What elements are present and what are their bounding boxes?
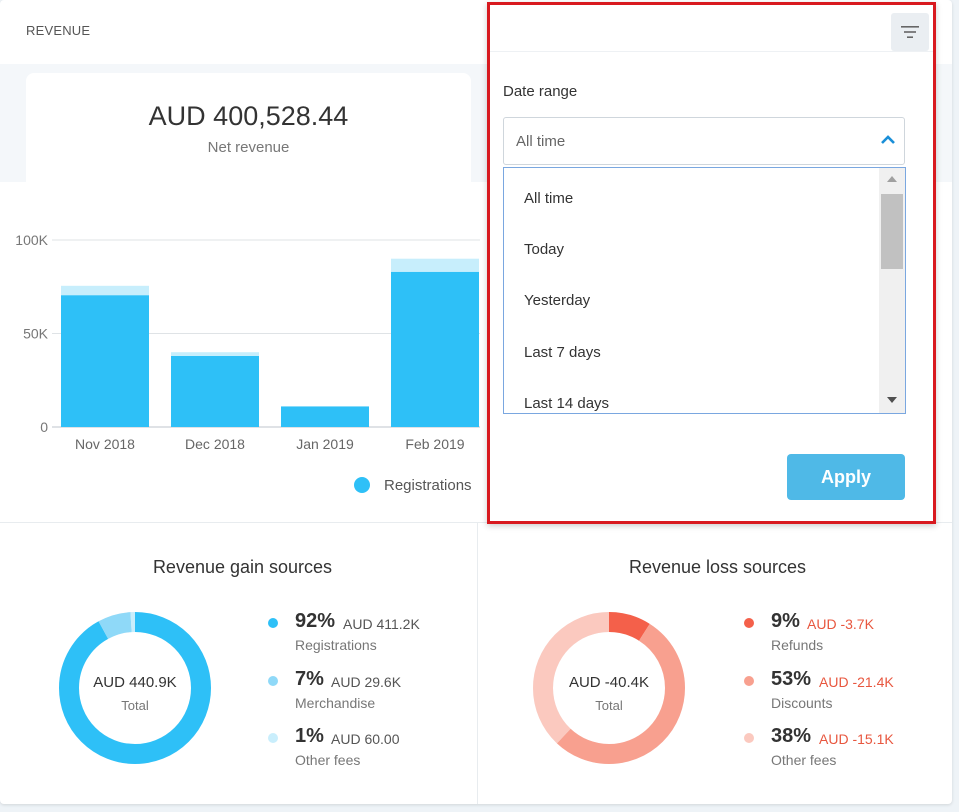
- bar-registrations: [61, 295, 149, 427]
- donut-segment: [533, 612, 685, 764]
- date-range-selected-value: All time: [516, 133, 566, 150]
- gain-donut-chart: [59, 612, 211, 764]
- loss-total-label: Total: [595, 698, 623, 713]
- gain-item-registrations: 92% AUD 411.2K Registrations: [268, 610, 458, 656]
- date-option-all-time[interactable]: All time: [524, 190, 574, 207]
- loss-pct: 38%: [771, 725, 812, 747]
- gain-bullet: [268, 733, 278, 743]
- card-title: REVENUE: [26, 23, 91, 38]
- loss-item-other-fees: 38% AUD -15.1K Other fees: [744, 725, 934, 771]
- loss-item-discounts: 53% AUD -21.4K Discounts: [744, 668, 934, 714]
- y-tick-label: 50K: [23, 326, 49, 342]
- net-revenue-value: AUD 400,528.44: [148, 101, 349, 131]
- loss-donut-chart: [533, 612, 685, 764]
- x-tick-label: Jan 2019: [296, 436, 354, 452]
- section-divider: [0, 522, 952, 523]
- filter-icon: [901, 26, 919, 38]
- gain-item-merchandise: 7% AUD 29.6K Merchandise: [268, 668, 458, 714]
- gain-total-value: AUD 440.9K: [93, 674, 177, 691]
- loss-bullet: [744, 733, 754, 743]
- gain-pct: 7%: [295, 668, 324, 690]
- x-tick-label: Dec 2018: [185, 436, 245, 452]
- loss-name: Discounts: [771, 695, 833, 711]
- loss-pct: 53%: [771, 668, 812, 690]
- y-tick-label: 100K: [15, 232, 48, 248]
- date-range-label: Date range: [503, 83, 578, 100]
- gain-name: Other fees: [295, 752, 361, 768]
- loss-bullet: [744, 676, 754, 686]
- donut-segment: [59, 612, 211, 764]
- loss-name: Other fees: [771, 752, 837, 768]
- loss-amount: AUD -15.1K: [819, 731, 894, 747]
- loss-pct: 9%: [771, 610, 800, 632]
- bar-stack-light: [391, 258, 479, 272]
- gain-bullet: [268, 618, 278, 628]
- date-option-yesterday[interactable]: Yesterday: [524, 292, 591, 309]
- chevron-up-icon: [881, 135, 895, 144]
- gain-name: Registrations: [295, 637, 377, 653]
- gain-sources-title: Revenue gain sources: [152, 557, 333, 577]
- gain-pct: 1%: [295, 725, 324, 747]
- loss-amount: AUD -21.4K: [819, 674, 894, 690]
- x-tick-label: Feb 2019: [405, 436, 464, 452]
- scroll-down-arrow-icon[interactable]: [886, 396, 898, 404]
- gain-item-other-fees: 1% AUD 60.00 Other fees: [268, 725, 458, 771]
- date-range-options: All time Today Yesterday Last 7 days Las…: [503, 167, 906, 414]
- bar-registrations: [391, 271, 479, 427]
- gain-name: Merchandise: [295, 695, 376, 711]
- gain-total-label: Total: [121, 698, 149, 713]
- bar-registrations: [171, 355, 259, 427]
- x-tick-label: Nov 2018: [75, 436, 135, 452]
- donut-segment: [533, 612, 685, 764]
- date-option-last-7-days[interactable]: Last 7 days: [524, 344, 601, 361]
- date-option-last-14-days[interactable]: Last 14 days: [524, 395, 610, 412]
- bar-stack-light: [171, 352, 259, 356]
- legend-label-registrations: Registrations: [384, 476, 472, 494]
- apply-button[interactable]: Apply: [787, 454, 905, 500]
- scrollbar-thumb[interactable]: [881, 194, 903, 269]
- loss-bullet: [744, 618, 754, 628]
- loss-name: Refunds: [771, 637, 824, 653]
- loss-amount: AUD -3.7K: [807, 616, 874, 632]
- y-tick-label: 0: [40, 419, 48, 435]
- gain-bullet: [268, 676, 278, 686]
- bar-stack-light: [61, 285, 149, 296]
- legend-dot-registrations: [354, 477, 370, 493]
- options-scrollbar[interactable]: [879, 168, 905, 413]
- kpi-box: AUD 400,528.44 Net revenue: [26, 73, 471, 182]
- chart-legend: Registrations: [354, 475, 472, 495]
- scroll-up-arrow-icon[interactable]: [886, 175, 898, 183]
- bar-registrations: [281, 406, 369, 427]
- revenue-bar-chart: 0 50K 100K Nov 2018 Dec 2018 Jan 2019 Feb 2019: [15, 232, 480, 452]
- gain-amount: AUD 29.6K: [331, 674, 402, 690]
- loss-item-refunds: 9% AUD -3.7K Refunds: [744, 610, 934, 656]
- net-revenue-label: Net revenue: [207, 139, 290, 156]
- date-range-select[interactable]: All time: [503, 117, 905, 165]
- loss-total-value: AUD -40.4K: [568, 674, 650, 691]
- gain-amount: AUD 411.2K: [343, 616, 420, 632]
- column-divider: [477, 523, 478, 804]
- filter-header-divider: [490, 51, 933, 52]
- loss-sources-title: Revenue loss sources: [628, 557, 807, 577]
- filter-panel: Date range All time All time Today Yeste…: [487, 2, 936, 524]
- filter-button[interactable]: [891, 13, 929, 51]
- date-option-today[interactable]: Today: [524, 241, 565, 258]
- gain-amount: AUD 60.00: [331, 731, 400, 747]
- gain-pct: 92%: [295, 610, 336, 632]
